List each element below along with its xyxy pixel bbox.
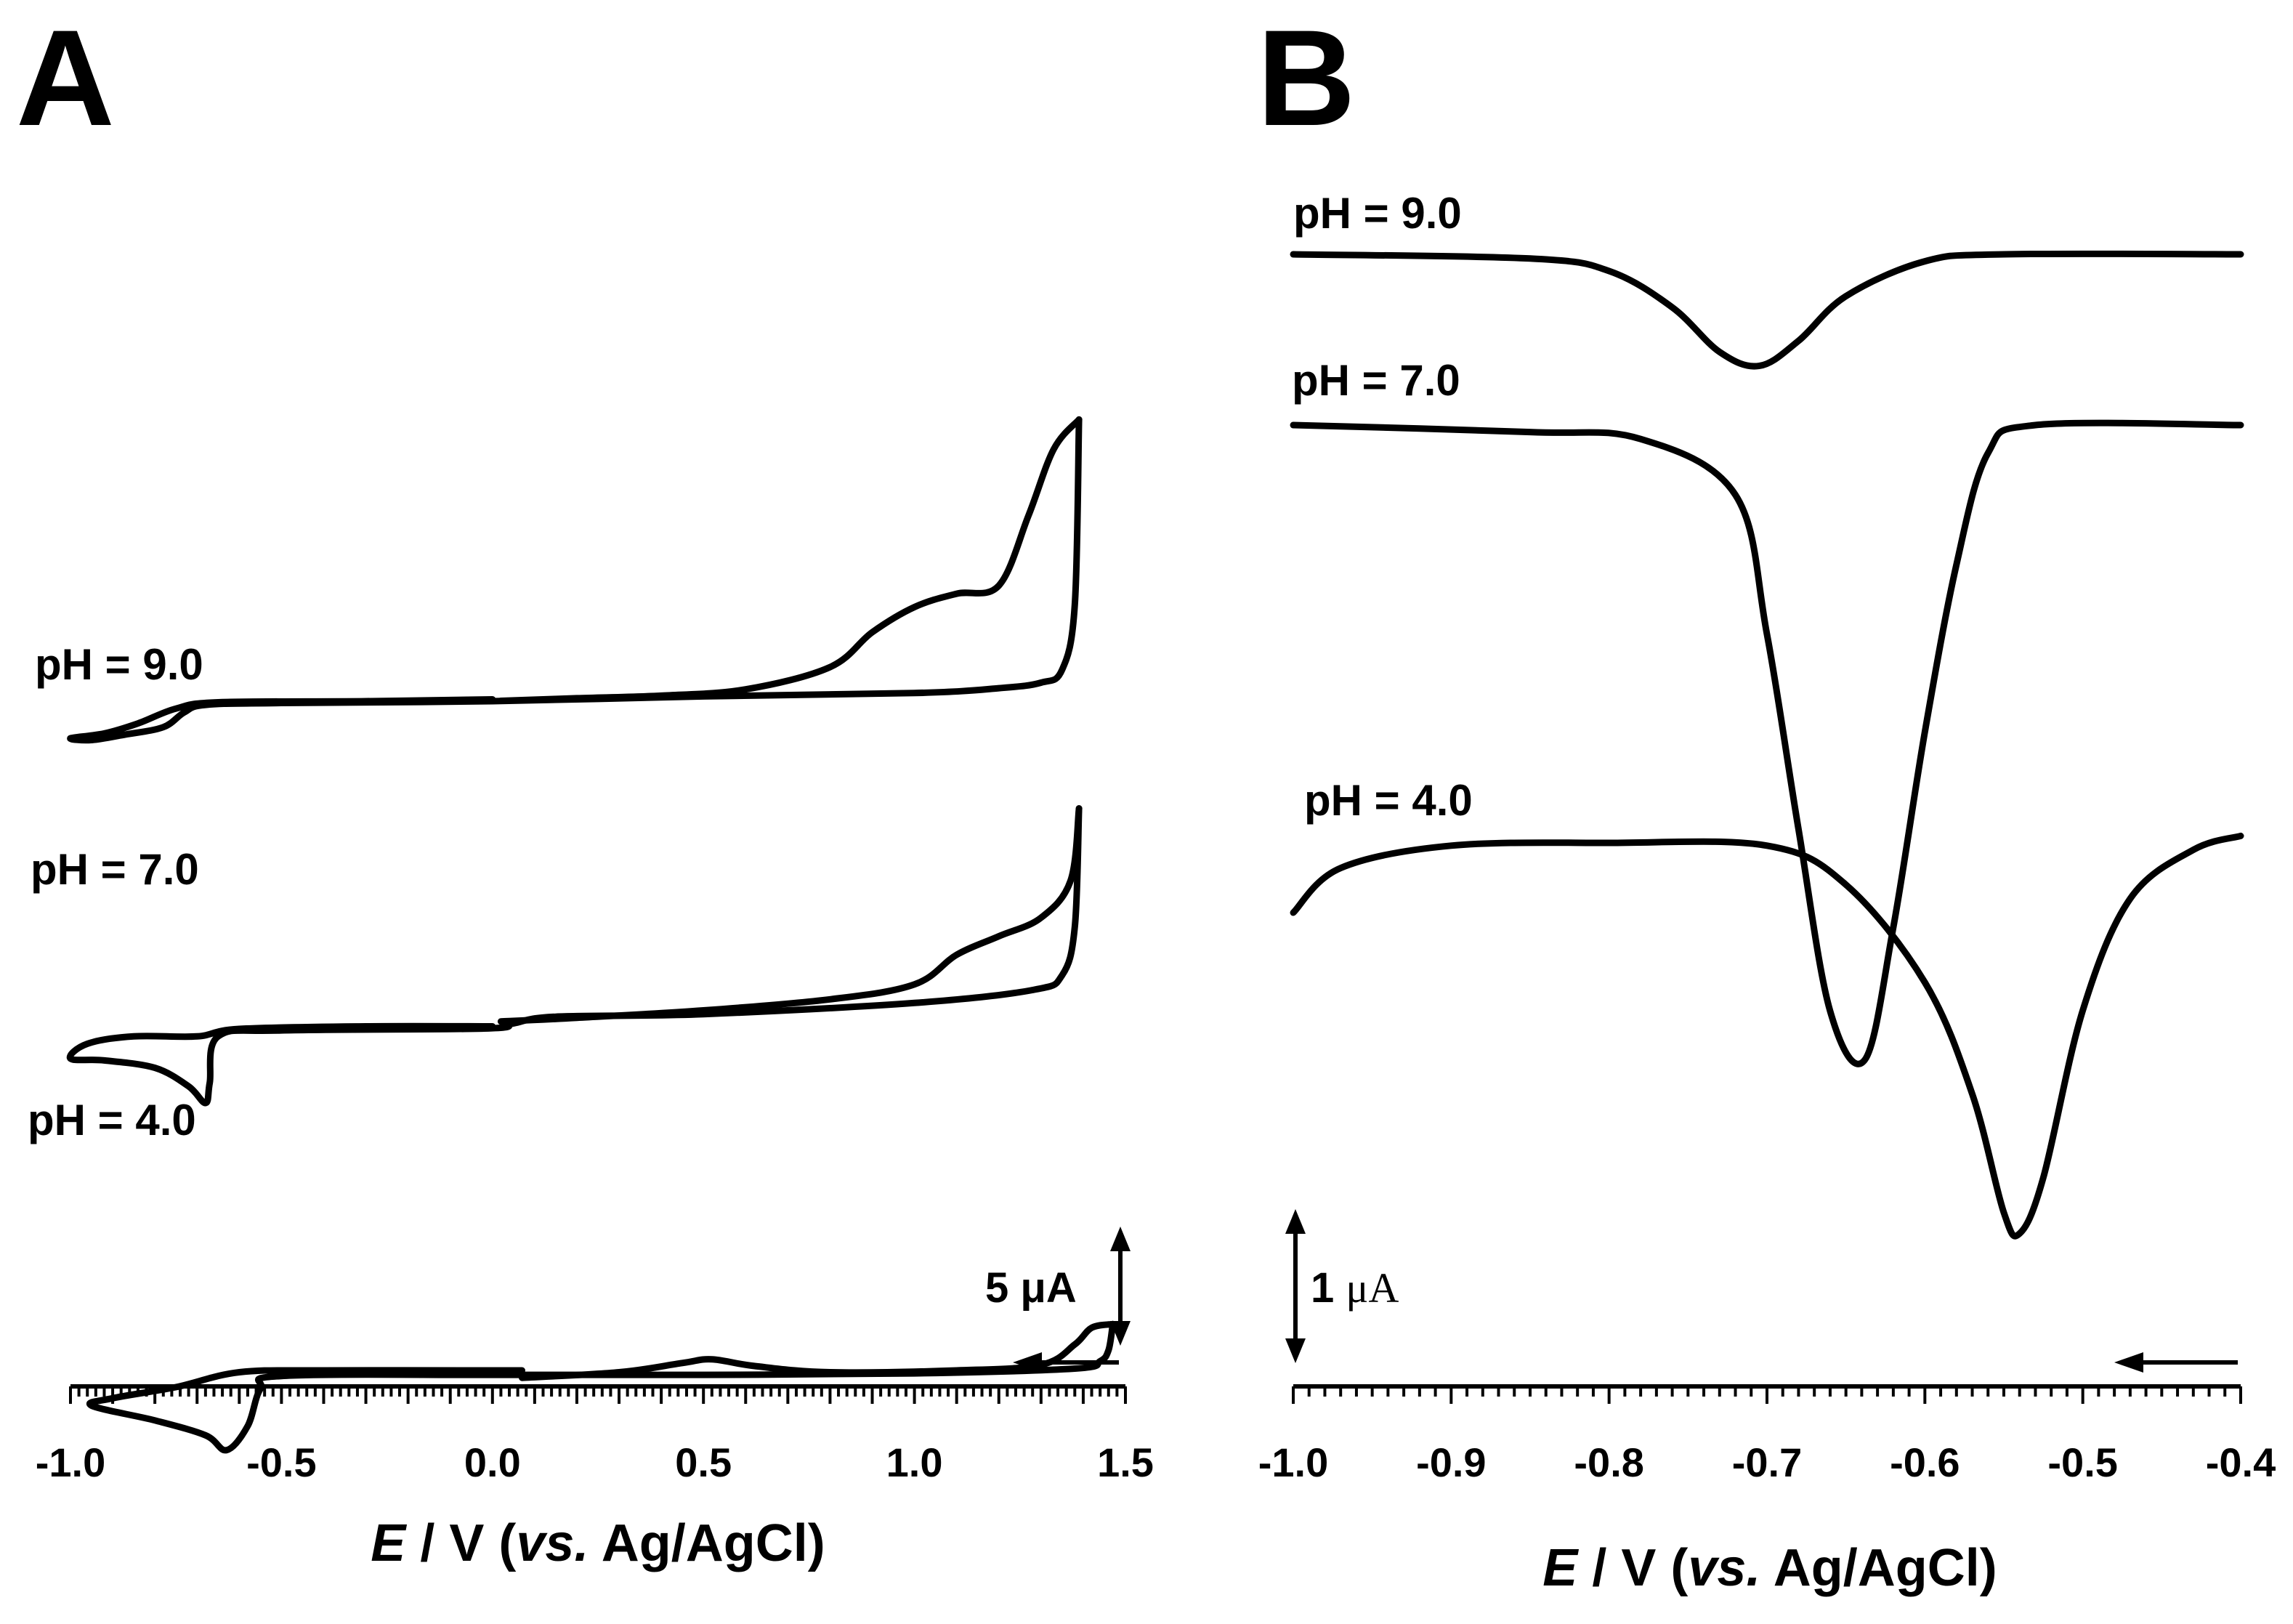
panel-a-scale-bar-up-arrow (1110, 1227, 1131, 1251)
panel-b-tick-label: -1.0 (1258, 1439, 1329, 1485)
panel-b-label-ph4: pH = 4.0 (1304, 776, 1473, 825)
panel-b-tick-label: -0.4 (2206, 1439, 2276, 1485)
panel-a-label-ph7: pH = 7.0 (31, 845, 199, 894)
panel-b-tick-label: -0.7 (1732, 1439, 1803, 1485)
panel-a-tick-label: -0.5 (246, 1439, 317, 1485)
panel-a-tick-label: -1.0 (36, 1439, 106, 1485)
panel-a-series-labels: pH = 9.0 pH = 7.0 pH = 4.0 (28, 640, 203, 1144)
panel-a-tick-label: 1.0 (886, 1439, 943, 1485)
panel-a-series-1-reverse-scan (66, 805, 1083, 1107)
panel-b-tick-label: -0.9 (1416, 1439, 1487, 1485)
panel-b-scale-bar: 1 μA (1285, 1209, 1399, 1363)
panel-b-tick-label: -0.8 (1574, 1439, 1644, 1485)
panel-letter-a: A (16, 1, 115, 154)
panel-b-dpv-chart: -1.0 -0.9 -0.8 -0.7 -0.6 -0.5 -0.4 pH = 9.0 pH… (1258, 189, 2276, 1597)
panel-a-tick-label: 1.5 (1097, 1439, 1154, 1485)
panel-a-scale-bar: 5 μA (985, 1227, 1131, 1346)
panel-b-series-labels: pH = 9.0 pH = 7.0 pH = 4.0 (1292, 189, 1473, 825)
panel-b-scale-bar-up-arrow (1285, 1209, 1306, 1234)
panel-b-series-2-curve (1290, 832, 2244, 1240)
panel-b-scan-direction-arrow (2114, 1352, 2238, 1373)
panel-b-curves (1290, 250, 2244, 1240)
panel-b-tick-label: -0.5 (2047, 1439, 2118, 1485)
panel-a-x-axis-title: E / V (vs. Ag/AgCl) (371, 1514, 825, 1572)
panel-a-tick-label: 0.5 (675, 1439, 732, 1485)
panel-b-label-ph9: pH = 9.0 (1293, 189, 1462, 238)
panel-letter-b: B (1257, 1, 1356, 154)
panel-b-scale-bar-down-arrow (1285, 1338, 1306, 1363)
panel-a-ticks: -1.0 -0.5 0.0 0.5 1.0 1.5 (36, 1386, 1154, 1485)
panel-b-label-ph7: pH = 7.0 (1292, 356, 1460, 405)
panel-a-scan-direction-arrow (1013, 1352, 1119, 1373)
panel-a-scale-label: 5 μA (985, 1264, 1077, 1312)
panel-a-series-2-reverse-scan (86, 1320, 1117, 1454)
panel-a-cv-chart: -1.0 -0.5 0.0 0.5 1.0 1.5 pH = 9.0 pH = 7.0 p… (28, 416, 1154, 1572)
panel-b-ticks: -1.0 -0.9 -0.8 -0.7 -0.6 -0.5 -0.4 (1258, 1386, 2276, 1485)
panel-b-x-axis-title: E / V (vs. Ag/AgCl) (1542, 1539, 1997, 1597)
panel-a-curves (66, 416, 1117, 1454)
panel-a-label-ph9: pH = 9.0 (35, 640, 203, 689)
panel-b-tick-label: -0.6 (1890, 1439, 1960, 1485)
panel-b-scale-label: 1 μA (1311, 1264, 1399, 1312)
panel-a-series-0-reverse-scan (67, 416, 1083, 744)
panel-a-label-ph4: pH = 4.0 (28, 1096, 196, 1144)
panel-a-scale-bar-down-arrow (1110, 1321, 1131, 1346)
panel-a-series-1-forward-scan (497, 805, 1083, 1025)
panel-a-series-0-forward-scan (497, 416, 1083, 704)
panel-b-series-1-curve (1290, 419, 2244, 1067)
panel-a-tick-label: 0.0 (464, 1439, 521, 1485)
panel-b-series-0-curve (1290, 250, 2244, 370)
